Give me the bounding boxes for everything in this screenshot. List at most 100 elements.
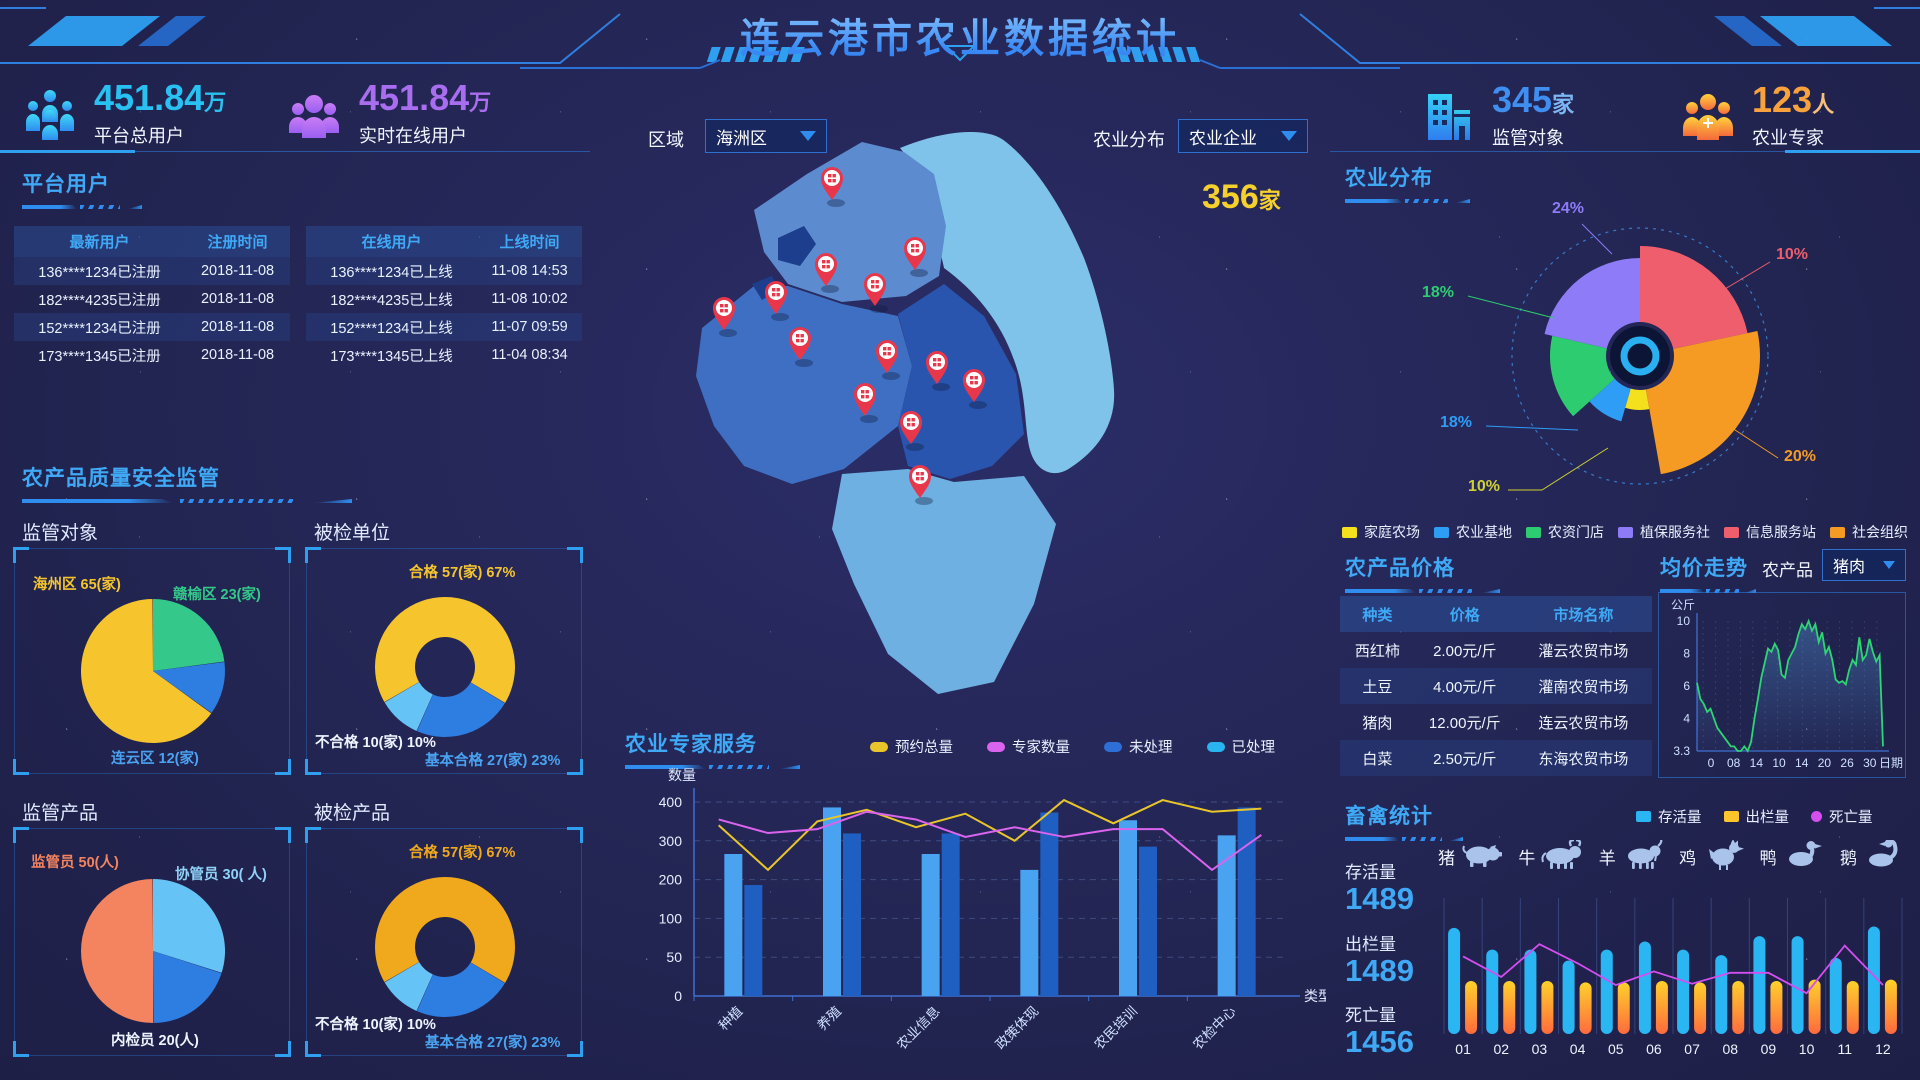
bar-存活量[interactable] bbox=[1448, 927, 1461, 1034]
stat-value: 451.84万 bbox=[359, 77, 492, 118]
legend-item[interactable]: 存活量 bbox=[1636, 806, 1702, 827]
legend-item[interactable]: 家庭农场 bbox=[1342, 522, 1420, 542]
legend-item[interactable]: 已处理 bbox=[1206, 736, 1275, 757]
svg-text:300: 300 bbox=[659, 833, 683, 849]
map-pin[interactable] bbox=[963, 369, 987, 409]
bar-存活量[interactable] bbox=[1486, 949, 1499, 1034]
bar-存活量[interactable] bbox=[1867, 926, 1880, 1034]
map-pin[interactable] bbox=[854, 383, 878, 423]
section-title-price: 农产品价格 bbox=[1345, 557, 1455, 580]
bar-存活量[interactable] bbox=[1753, 936, 1766, 1034]
bar-出栏量[interactable] bbox=[1694, 982, 1707, 1034]
legend-item[interactable]: 专家数量 bbox=[987, 736, 1070, 757]
bar-存活量[interactable] bbox=[1562, 960, 1575, 1034]
rose-slice[interactable] bbox=[1640, 246, 1748, 349]
bar-出栏量[interactable] bbox=[1541, 980, 1554, 1034]
map-pin[interactable] bbox=[904, 237, 928, 277]
animal-item[interactable]: 羊 bbox=[1599, 840, 1665, 872]
map-pin[interactable] bbox=[909, 465, 933, 505]
legend-item[interactable]: 农业基地 bbox=[1434, 522, 1512, 542]
bar-存活量[interactable] bbox=[1715, 955, 1728, 1034]
product-value: 猪肉 bbox=[1833, 559, 1866, 576]
pie-slice[interactable] bbox=[384, 682, 433, 731]
donut-checked-units bbox=[375, 597, 515, 737]
bar-未处理[interactable] bbox=[1139, 846, 1157, 996]
pie-slice[interactable] bbox=[153, 879, 225, 973]
pie-label: 合格 57(家) 67% bbox=[409, 845, 516, 861]
map-pin[interactable] bbox=[765, 281, 789, 321]
map-pin[interactable] bbox=[815, 253, 839, 293]
pie-slice[interactable] bbox=[416, 962, 505, 1017]
bar-已处理[interactable] bbox=[823, 807, 841, 996]
legend-item[interactable]: 信息服务站 bbox=[1724, 522, 1816, 542]
bar-未处理[interactable] bbox=[1237, 807, 1256, 996]
animal-item[interactable]: 鸡 bbox=[1679, 840, 1745, 872]
rose-slice[interactable] bbox=[1544, 258, 1640, 349]
bar-出栏量[interactable] bbox=[1846, 980, 1859, 1034]
chart-title-supervise-product: 监管产品 bbox=[22, 803, 99, 824]
legend-item[interactable]: 农资门店 bbox=[1526, 522, 1604, 542]
distribution-dropdown[interactable]: 农业企业 bbox=[1178, 119, 1308, 153]
pie-slice[interactable] bbox=[384, 962, 433, 1011]
legend-item[interactable]: 出栏量 bbox=[1723, 806, 1789, 827]
bar-未处理[interactable] bbox=[941, 833, 960, 996]
pie-slice[interactable] bbox=[153, 951, 222, 1023]
pie-slice[interactable] bbox=[153, 661, 225, 713]
map-pin[interactable] bbox=[821, 167, 845, 207]
bar-未处理[interactable] bbox=[843, 833, 861, 996]
legend-item[interactable]: 植保服务社 bbox=[1618, 522, 1710, 542]
bar-已处理[interactable] bbox=[1217, 835, 1236, 996]
bar-出栏量[interactable] bbox=[1503, 980, 1516, 1034]
pie-label: 监管员 50(人) bbox=[31, 855, 119, 871]
bar-存活量[interactable] bbox=[1524, 949, 1537, 1034]
bar-出栏量[interactable] bbox=[1579, 982, 1592, 1034]
rose-slice[interactable] bbox=[1625, 388, 1650, 410]
legend-item[interactable]: 预约总量 bbox=[870, 736, 953, 757]
product-dropdown[interactable]: 猪肉 bbox=[1822, 549, 1906, 581]
svg-text:08: 08 bbox=[1722, 1041, 1738, 1057]
pie-slice[interactable] bbox=[375, 877, 515, 983]
bar-出栏量[interactable] bbox=[1732, 980, 1745, 1034]
pie-slice[interactable] bbox=[153, 599, 225, 671]
rose-slice[interactable] bbox=[1645, 331, 1760, 475]
bar-出栏量[interactable] bbox=[1808, 979, 1821, 1034]
legend-item[interactable]: 死亡量 bbox=[1811, 806, 1873, 827]
bar-存活量[interactable] bbox=[1600, 949, 1613, 1034]
bar-存活量[interactable] bbox=[1677, 949, 1690, 1034]
bar-出栏量[interactable] bbox=[1465, 980, 1478, 1034]
map-pin[interactable] bbox=[789, 327, 813, 367]
pie-slice[interactable] bbox=[375, 597, 515, 703]
bar-未处理[interactable] bbox=[1040, 812, 1059, 996]
map-pin[interactable] bbox=[864, 273, 888, 313]
table-body: 西红柿 2.00元/斤 灌云农贸市场 土豆 4.00元/斤 灌南农贸市场 猪肉 12.00元/… bbox=[1340, 632, 1652, 776]
animal-item[interactable]: 鸭 bbox=[1760, 840, 1826, 872]
map-pin[interactable] bbox=[926, 351, 950, 391]
animal-item[interactable]: 猪 bbox=[1438, 840, 1504, 872]
bar-存活量[interactable] bbox=[1638, 941, 1651, 1034]
map-pin[interactable] bbox=[900, 411, 924, 451]
animal-item[interactable]: 鹅 bbox=[1840, 840, 1906, 872]
rose-slice[interactable] bbox=[1589, 378, 1631, 422]
bar-出栏量[interactable] bbox=[1617, 982, 1630, 1034]
pie-slice[interactable] bbox=[416, 682, 505, 737]
map-pin[interactable] bbox=[876, 340, 900, 380]
bar-存活量[interactable] bbox=[1829, 957, 1842, 1034]
bar-已处理[interactable] bbox=[724, 853, 743, 996]
bar-出栏量[interactable] bbox=[1655, 980, 1668, 1034]
legend-item[interactable]: 未处理 bbox=[1104, 736, 1173, 757]
map-pin[interactable] bbox=[713, 297, 737, 337]
animal-item[interactable]: 牛 bbox=[1518, 840, 1584, 872]
legend-item[interactable]: 社会组织 bbox=[1830, 522, 1908, 542]
bar-出栏量[interactable] bbox=[1770, 980, 1783, 1034]
livestock-stats: 存活量 1489 出栏量 1489 死亡量 1456 bbox=[1345, 858, 1414, 1059]
bar-已处理[interactable] bbox=[921, 853, 940, 996]
bar-已处理[interactable] bbox=[1119, 820, 1137, 996]
region-dropdown[interactable]: 海洲区 bbox=[705, 119, 827, 153]
pie-slice[interactable] bbox=[81, 599, 212, 743]
rose-slice[interactable] bbox=[1550, 335, 1615, 417]
bar-已处理[interactable] bbox=[1020, 869, 1039, 996]
bar-存活量[interactable] bbox=[1791, 936, 1804, 1034]
pie-slice[interactable] bbox=[80, 879, 153, 1023]
bar-出栏量[interactable] bbox=[1884, 979, 1897, 1034]
bar-未处理[interactable] bbox=[744, 885, 763, 996]
